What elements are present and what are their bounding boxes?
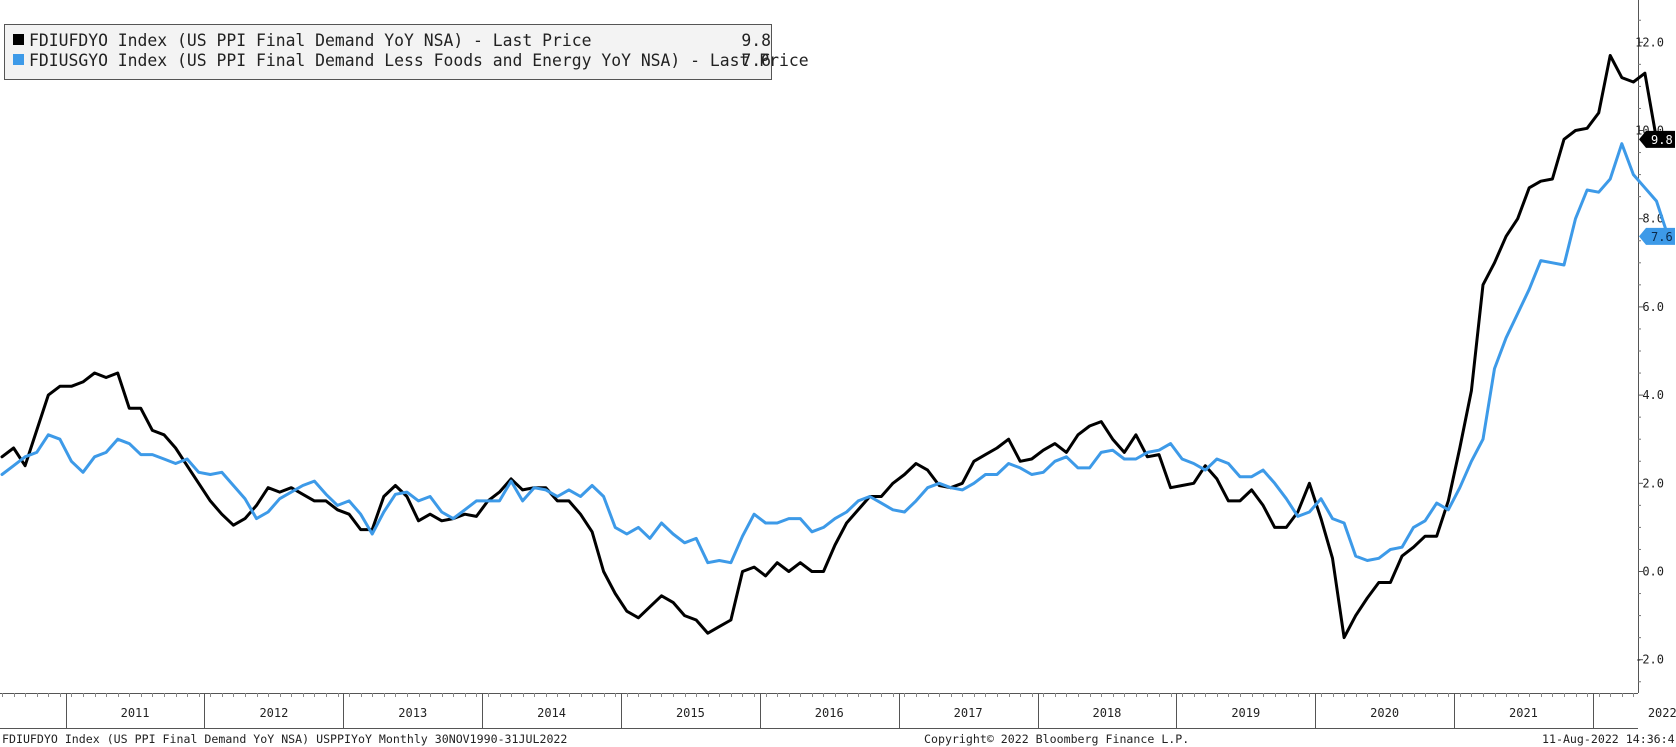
y-tick-label: -2.0: [1635, 653, 1664, 667]
x-tick-label: 2015: [676, 706, 705, 720]
x-tick-label: 2017: [954, 706, 983, 720]
footer-copyright: Copyright© 2022 Bloomberg Finance L.P.: [924, 732, 1190, 746]
plot-area: [0, 0, 1639, 729]
x-tick-label: 2016: [815, 706, 844, 720]
legend-item-ppi-final-demand: FDIUFDYO Index (US PPI Final Demand YoY …: [13, 31, 771, 51]
legend-label: FDIUSGYO Index (US PPI Final Demand Less…: [29, 51, 809, 70]
tag-shape: [1639, 227, 1675, 245]
y-tick-label: 12.0: [1635, 35, 1664, 49]
y-tick-label: 0.0: [1642, 565, 1664, 579]
y-tick-label: 2.0: [1642, 476, 1664, 490]
last-value-tag-1: 9.8: [1639, 130, 1675, 148]
x-tick-label: 2014: [537, 706, 566, 720]
y-tick-label: 6.0: [1642, 300, 1664, 314]
footer: FDIUFDYO Index (US PPI Final Demand YoY …: [0, 731, 1676, 747]
x-tick-label: 2019: [1231, 706, 1260, 720]
last-value-tags: 9.8 7.6: [1639, 130, 1675, 245]
legend-swatch-black: [13, 34, 24, 45]
x-tick-label: 2011: [121, 706, 150, 720]
series-layer: [0, 54, 1670, 640]
tag-shape: [1639, 130, 1675, 148]
series-line-2: [0, 142, 1670, 565]
footer-series-info: FDIUFDYO Index (US PPI Final Demand YoY …: [2, 732, 568, 746]
x-tick-label: 2020: [1370, 706, 1399, 720]
x-axis: 2011 2012 2013 2014 2015 2016 2017 2018 2019 2020…: [2, 693, 1676, 729]
x-tick-label: 2012: [259, 706, 288, 720]
x-tick-label: 2021: [1509, 706, 1538, 720]
tag-label: 9.8: [1651, 133, 1673, 147]
legend-swatch-blue: [13, 54, 24, 65]
legend-value: 7.6: [741, 51, 771, 70]
legend: FDIUFDYO Index (US PPI Final Demand YoY …: [4, 24, 809, 80]
x-tick-label: 2013: [398, 706, 427, 720]
y-tick-label: 8.0: [1642, 212, 1664, 226]
x-tick-label: 2018: [1092, 706, 1121, 720]
legend-item-ppi-core: FDIUSGYO Index (US PPI Final Demand Less…: [13, 51, 809, 71]
last-value-tag-2: 7.6: [1639, 227, 1675, 245]
legend-label: FDIUFDYO Index (US PPI Final Demand YoY …: [29, 31, 592, 50]
tag-label: 7.6: [1651, 230, 1673, 244]
x-tick-label: 2022: [1648, 706, 1676, 720]
y-axis: -2.00.02.04.06.08.010.012.0: [1635, 19, 1664, 683]
series-line-1: [0, 54, 1658, 640]
y-tick-label: 4.0: [1642, 388, 1664, 402]
legend-value: 9.8: [741, 31, 771, 50]
footer-timestamp: 11-Aug-2022 14:36:41: [1542, 732, 1676, 746]
